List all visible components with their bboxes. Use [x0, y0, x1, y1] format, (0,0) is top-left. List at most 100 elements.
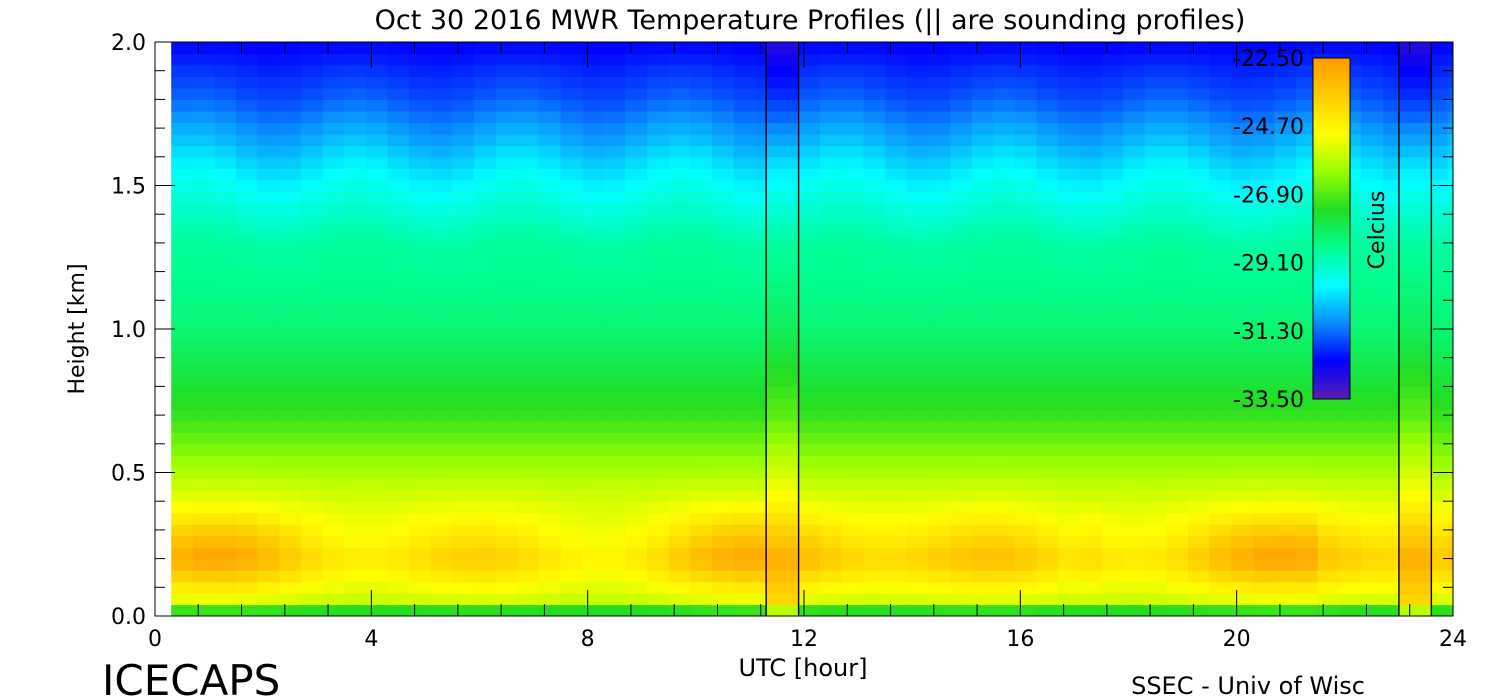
heatmap-cell [950, 409, 973, 422]
heatmap-cell [257, 317, 280, 330]
sounding-cell [766, 409, 799, 422]
heatmap-cell [820, 386, 843, 399]
heatmap-cell [517, 87, 540, 100]
heatmap-cell [885, 570, 908, 583]
heatmap-cell [971, 260, 994, 273]
heatmap-cell [690, 225, 713, 238]
heatmap-cell [517, 237, 540, 250]
heatmap-cell [257, 294, 280, 307]
heatmap-cell [1036, 455, 1059, 468]
heatmap-cell [885, 64, 908, 78]
heatmap-cell [387, 214, 410, 227]
heatmap-cell [1209, 581, 1232, 594]
heatmap-cell [236, 214, 259, 227]
heatmap-cell [192, 202, 216, 215]
heatmap-cell [301, 489, 324, 502]
heatmap-cell [603, 524, 627, 537]
heatmap-cell [885, 351, 908, 365]
heatmap-cell [538, 478, 562, 491]
heatmap-cell [712, 558, 735, 571]
heatmap-cell [950, 593, 973, 606]
heatmap-cell [171, 237, 194, 250]
heatmap-cell [1014, 191, 1038, 204]
heatmap-cell [668, 374, 692, 387]
heatmap-cell [236, 99, 259, 112]
heatmap-cell [560, 489, 583, 502]
heatmap-cell [214, 524, 237, 537]
heatmap-cell [1187, 363, 1211, 376]
heatmap-cell [387, 570, 410, 583]
heatmap-cell [538, 397, 562, 410]
heatmap-cell [452, 179, 475, 192]
heatmap-cell [1101, 260, 1124, 273]
heatmap-cell [409, 501, 432, 514]
heatmap-cell [1144, 283, 1167, 296]
heatmap-cell [560, 374, 583, 387]
heatmap-cell [452, 294, 475, 307]
sounding-cell [766, 604, 799, 617]
heatmap-cell [257, 570, 280, 583]
heatmap-cell [1101, 558, 1124, 571]
heatmap-cell [690, 283, 713, 296]
heatmap-cell [1231, 248, 1254, 261]
heatmap-cell [603, 202, 627, 215]
heatmap-cell [474, 64, 497, 78]
heatmap-cell [733, 260, 756, 273]
heatmap-cell [1058, 294, 1081, 307]
heatmap-cell [668, 214, 692, 227]
heatmap-cell [171, 168, 194, 181]
heatmap-cell [1252, 237, 1276, 250]
heatmap-cell [1123, 122, 1146, 135]
heatmap-cell [950, 225, 973, 238]
heatmap-cell [344, 42, 367, 55]
heatmap-cell [950, 340, 973, 353]
heatmap-cell [668, 512, 692, 525]
heatmap-cell [1252, 214, 1276, 227]
heatmap-cell [171, 466, 194, 479]
y-tick-label: 0.5 [111, 462, 146, 487]
heatmap-cell [863, 489, 886, 502]
heatmap-cell [841, 512, 865, 525]
sounding-cell [766, 156, 799, 169]
heatmap-cell [582, 110, 605, 123]
heatmap-cell [1252, 42, 1276, 55]
heatmap-cell [322, 283, 345, 296]
heatmap-cell [906, 351, 929, 365]
heatmap-cell [1166, 306, 1189, 319]
sounding-cell [1398, 363, 1432, 376]
heatmap-cell [387, 317, 410, 330]
heatmap-cell [928, 122, 951, 135]
heatmap-cell [409, 168, 432, 181]
heatmap-cell [452, 110, 475, 123]
sounding-cell [766, 294, 799, 307]
heatmap-cell [625, 225, 648, 238]
heatmap-cell [993, 87, 1016, 100]
heatmap-cell [171, 443, 194, 456]
heatmap-cell [647, 558, 670, 571]
heatmap-cell [192, 455, 216, 468]
heatmap-cell [1166, 581, 1189, 594]
heatmap-cell [928, 191, 951, 204]
heatmap-cell [1166, 87, 1189, 100]
heatmap-cell [668, 99, 692, 112]
heatmap-cell [993, 340, 1016, 353]
heatmap-cell [495, 478, 518, 491]
heatmap-cell [798, 271, 821, 284]
heatmap-cell [538, 593, 562, 606]
sounding-cell [766, 87, 799, 100]
heatmap-cell [971, 122, 994, 135]
heatmap-cell [430, 87, 454, 100]
heatmap-cell [1058, 593, 1081, 606]
heatmap-cell [863, 329, 886, 342]
heatmap-cell [1187, 179, 1211, 192]
heatmap-cell [1123, 524, 1146, 537]
heatmap-cell [474, 604, 497, 616]
heatmap-cell [387, 340, 410, 353]
heatmap-cell [214, 535, 237, 548]
heatmap-cell [1209, 593, 1232, 606]
heatmap-cell [1101, 145, 1124, 158]
heatmap-cell [950, 317, 973, 330]
heatmap-cell [387, 87, 410, 100]
heatmap-cell [863, 145, 886, 158]
heatmap-cell [301, 283, 324, 296]
